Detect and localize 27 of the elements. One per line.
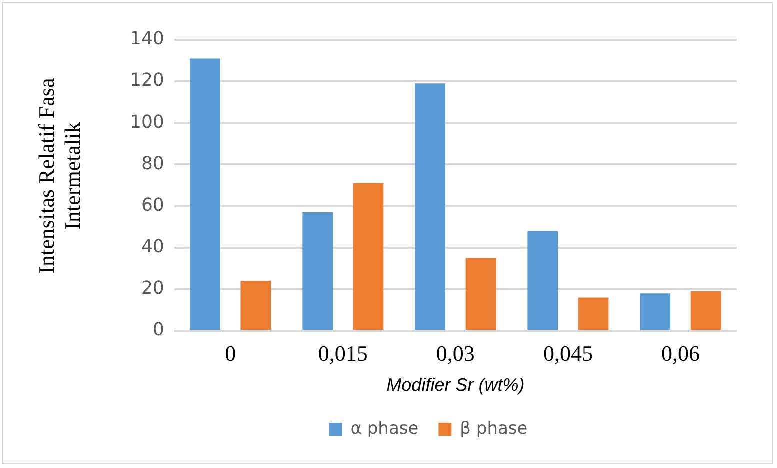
bar xyxy=(690,292,722,330)
x-tick-label: 0,045 xyxy=(543,340,593,366)
x-tick-label: 0,015 xyxy=(318,340,368,366)
x-axis-title: Modifier Sr (wt%) xyxy=(386,375,525,396)
bar xyxy=(640,294,671,330)
y-tick-label: 140 xyxy=(130,28,164,50)
y-tick-label: 20 xyxy=(141,278,164,300)
bar xyxy=(466,258,496,330)
x-tick-label: 0 xyxy=(225,340,236,366)
legend-label: α phase xyxy=(350,418,419,439)
bar xyxy=(578,298,609,330)
bar xyxy=(353,183,384,330)
y-tick-label: 60 xyxy=(141,194,164,216)
legend-label: β phase xyxy=(460,418,528,439)
bar xyxy=(190,58,220,330)
y-tick-label: 0 xyxy=(152,320,164,341)
x-tick-label: 0,06 xyxy=(661,340,700,366)
bar xyxy=(302,212,334,330)
bar xyxy=(240,281,272,330)
y-tick-label: 80 xyxy=(141,153,164,174)
bar xyxy=(528,231,558,330)
bar xyxy=(415,84,446,330)
x-tick-label: 0,03 xyxy=(436,340,475,366)
y-tick-label: 40 xyxy=(141,236,164,258)
y-tick-label: 120 xyxy=(130,70,164,92)
y-axis-title: Intensitas Relatif Fasa Intermetalik xyxy=(34,77,86,276)
y-tick-label: 100 xyxy=(130,112,164,133)
